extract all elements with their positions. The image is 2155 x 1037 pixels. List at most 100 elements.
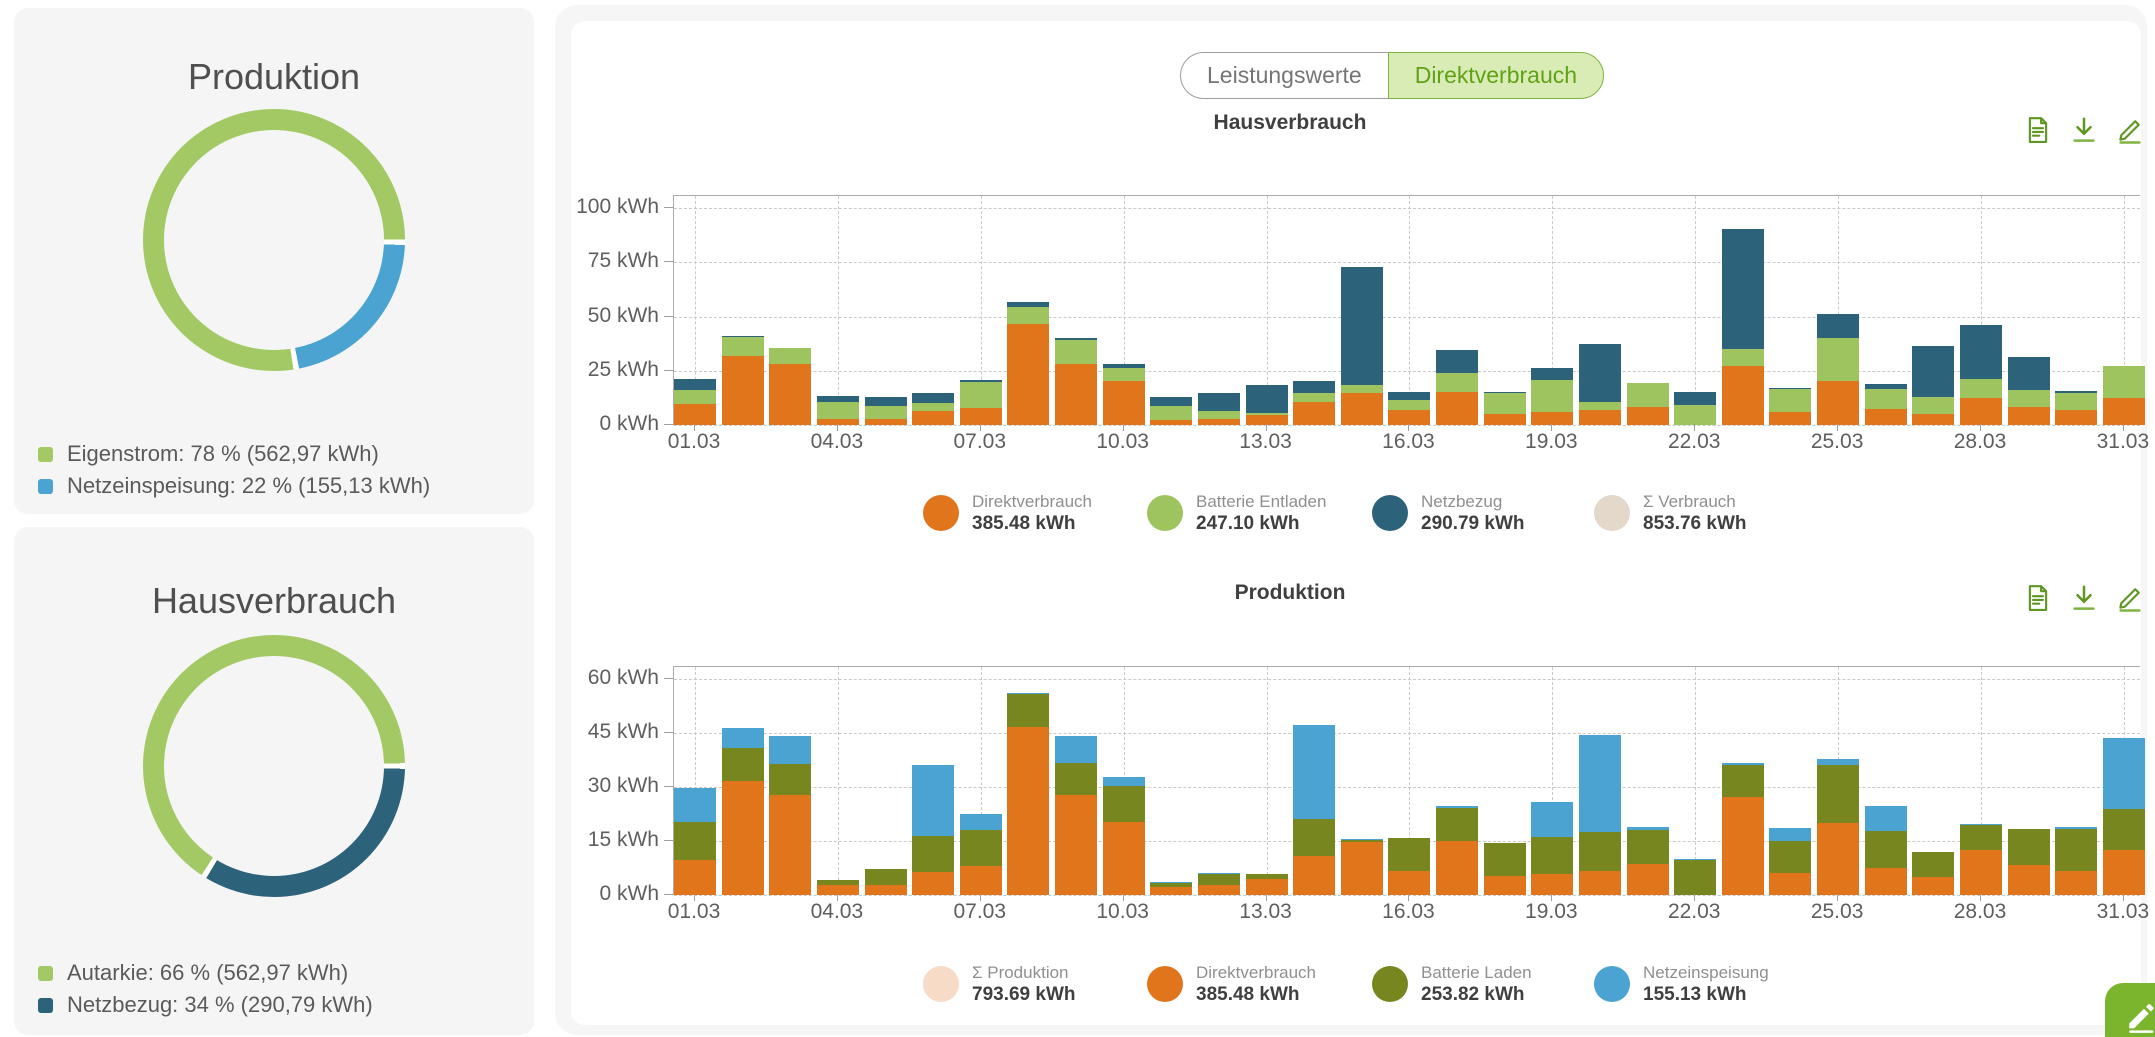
bar-segment-Direktverbrauch [1960,849,2002,895]
bar-segment-Batterie Laden [1007,694,1050,728]
bar-segment-Netzeinspeisung [1578,735,1621,832]
consumption-donut-chart [143,635,405,897]
chart-title-hausverbrauch: Hausverbrauch [1213,111,1367,134]
tab-leistungswerte[interactable]: Leistungswerte [1180,52,1388,99]
bar-segment-Netzbezug [1578,343,1621,402]
bar-segment-Batterie Laden [1055,763,1098,795]
edit-icon[interactable] [2115,115,2145,145]
gridline [980,667,982,895]
bar-segment-Direktverbrauch [1817,822,1860,895]
edit-icon[interactable] [2115,583,2145,613]
legend-series-value: 793.69 kWh [972,984,1076,1005]
bar-segment-Direktverbrauch [1817,381,1860,425]
gridline [674,262,2140,264]
production-donut-chart [143,109,405,371]
bar-segment-Netzbezug [1340,266,1383,386]
bar-segment-Direktverbrauch [1483,413,1526,425]
bar-segment-Batterie Laden [912,836,955,873]
gridline [1552,667,1554,895]
y-axis-tick [664,786,673,787]
bar-segment-Batterie Laden [959,830,1002,867]
bar-segment-Direktverbrauch [674,860,716,895]
bar-segment-Batterie Entladen [2055,393,2098,411]
bar-segment-Batterie Entladen [2102,365,2145,399]
bar-segment-Batterie Laden [769,763,812,795]
bar-segment-Direktverbrauch [1245,878,1288,895]
consumption-summary-card: Hausverbrauch Autarkie: 66 % (562,97 kWh… [14,527,534,1035]
y-axis-label: 15 kWh [587,828,659,851]
gridline [674,208,2140,209]
report-icon[interactable] [2023,583,2053,613]
bar-segment-Netzbezug [816,395,859,402]
bar-segment-Netzbezug [1245,385,1288,414]
bar-segment-Batterie Entladen [1340,385,1383,394]
bar-segment-Netzbezug [1721,228,1764,350]
bar-segment-Netzeinspeisung [1293,725,1336,820]
legend-swatch [1372,966,1408,1002]
x-axis-label: 10.03 [1096,900,1149,923]
gridline [837,667,839,895]
bar-segment-Direktverbrauch [769,794,812,895]
gridline [674,733,2140,734]
bar-segment-Direktverbrauch [1245,415,1288,425]
chart-legend-item: Batterie Entladen 247.10 kWh [1147,485,1326,541]
x-axis-tick [1408,424,1410,431]
edit-fab-button[interactable] [2105,983,2155,1037]
donut-hole [164,656,384,876]
bar-segment-Batterie Laden [816,879,859,885]
x-axis-tick [836,424,838,431]
bar-segment-Batterie Laden [2055,829,2098,871]
x-axis-tick [1694,894,1696,901]
bar-segment-Netzbezug [1007,302,1050,307]
legend-text: Netzbezug: 34 % (290,79 kWh) [67,992,373,1017]
bar-segment-Batterie Laden [1483,843,1526,877]
bar-segment-Direktverbrauch [2102,850,2145,895]
report-icon[interactable] [2023,115,2053,145]
bar-segment-Direktverbrauch [1007,727,1050,895]
y-axis-label: 75 kWh [587,249,659,273]
gridline [1266,196,1268,425]
bar-segment-Batterie Laden [2102,808,2145,851]
y-axis-tick [664,207,673,208]
y-axis-tick [664,894,673,895]
download-icon[interactable] [2069,115,2099,145]
legend-swatch [1147,966,1183,1002]
bar-segment-Direktverbrauch [1388,870,1431,895]
legend-series-value: 155.13 kWh [1643,984,1747,1005]
chart-mode-toggle: Leistungswerte Direktverbrauch [1180,52,1605,99]
bar-segment-Netzbezug [912,393,955,404]
legend-text: Autarkie: 66 % (562,97 kWh) [67,960,349,985]
y-axis-label: 45 kWh [587,720,659,743]
y-axis-label: 0 kWh [599,882,659,905]
bar-segment-Batterie Entladen [1483,393,1526,414]
consumption-card-title: Hausverbrauch [151,580,397,621]
chart-legend-item: Σ Verbrauch 853.76 kWh [1594,485,1747,541]
bar-segment-Batterie Entladen [864,406,907,419]
y-axis-label: 0 kWh [599,412,659,435]
x-axis-tick [1980,894,1981,901]
bar-segment-Direktverbrauch [1436,392,1479,425]
tab-direktverbrauch[interactable]: Direktverbrauch [1387,52,1605,99]
bar-segment-Direktverbrauch [1864,408,1907,425]
bar-segment-Netzbezug [1388,391,1431,400]
bar-segment-Direktverbrauch [1960,397,2002,425]
production-summary-card: Produktion Eigenstrom: 78 % (562,97 kWh)… [14,8,534,514]
x-axis-tick [694,424,695,431]
bar-segment-Netzeinspeisung [1674,859,1717,861]
bar-segment-Netzeinspeisung [1007,692,1050,695]
bar-segment-Direktverbrauch [1150,887,1193,895]
gridline [1409,196,1411,425]
bar-segment-Netzeinspeisung [1102,776,1145,786]
bar-segment-Direktverbrauch [2007,865,2050,895]
bar-segment-Netzbezug [1960,325,2002,379]
download-icon[interactable] [2069,583,2099,613]
donut-legend-row: Netzeinspeisung: 22 % (155,13 kWh) [38,470,430,502]
x-axis-label: 04.03 [810,900,864,923]
legend-series-name: Netzeinspeisung [1643,963,1769,982]
x-axis-tick [1265,894,1267,901]
bar-segment-Direktverbrauch [1197,884,1240,895]
x-axis-tick [1122,424,1124,431]
bar-segment-Batterie Entladen [959,382,1002,408]
production-donut-legend: Eigenstrom: 78 % (562,97 kWh) Netzeinspei… [38,438,430,502]
